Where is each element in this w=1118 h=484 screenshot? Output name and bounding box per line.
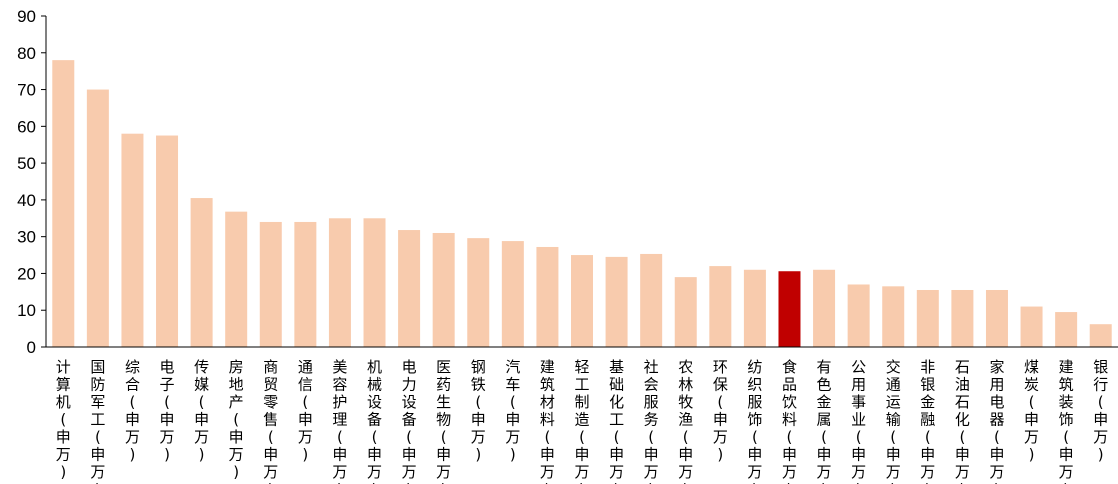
bar-11 bbox=[432, 232, 455, 347]
y-tick-label: 70 bbox=[17, 81, 36, 100]
bar-15 bbox=[571, 255, 593, 347]
bar-26 bbox=[951, 289, 974, 347]
category-label-22: 有色金属(申万) bbox=[817, 358, 832, 484]
bar-19 bbox=[709, 266, 732, 347]
bar-28 bbox=[1020, 306, 1043, 347]
category-label-3: 电子(申万) bbox=[160, 358, 175, 464]
y-tick-label: 20 bbox=[17, 264, 36, 283]
bar-20 bbox=[743, 269, 766, 347]
category-label-28: 煤炭(申万) bbox=[1024, 358, 1039, 464]
y-tick-label: 10 bbox=[17, 301, 36, 320]
bar-30 bbox=[1089, 324, 1112, 347]
category-label-1: 国防军工(申万) bbox=[90, 358, 105, 484]
bar-5 bbox=[225, 211, 248, 347]
y-tick-label: 50 bbox=[17, 154, 36, 173]
category-label-9: 机械设备(申万) bbox=[367, 358, 382, 484]
bar-6 bbox=[259, 221, 282, 347]
category-label-19: 环保(申万) bbox=[713, 358, 728, 464]
y-tick-label: 60 bbox=[17, 117, 36, 136]
bar-7 bbox=[294, 221, 317, 347]
y-tick-label: 40 bbox=[17, 191, 36, 210]
bar-12 bbox=[467, 238, 490, 347]
bar-29 bbox=[1055, 312, 1078, 347]
category-labels: 计算机(申万) 国防军工(申万) 综合(申万) 电子(申万) 传媒(申万) 房地产(申万)… bbox=[56, 358, 1108, 484]
category-label-18: 农林牧渔(申万) bbox=[678, 358, 693, 484]
bar-14 bbox=[536, 246, 559, 347]
category-label-14: 建筑材料(申万) bbox=[540, 358, 555, 484]
category-label-15: 轻工制造(申万) bbox=[574, 358, 589, 484]
category-label-17: 社会服务(申万) bbox=[644, 358, 659, 484]
y-tick-label: 80 bbox=[17, 44, 36, 63]
bars-group bbox=[52, 60, 1112, 348]
bar-18 bbox=[674, 277, 697, 347]
category-label-8: 美容护理(申万) bbox=[332, 358, 347, 484]
bar-17 bbox=[640, 253, 663, 347]
category-label-26: 石油石化(申万) bbox=[955, 358, 970, 484]
category-label-13: 汽车(申万) bbox=[505, 358, 520, 464]
bar-27 bbox=[985, 289, 1008, 347]
y-tick-label: 90 bbox=[17, 7, 36, 26]
bar-9 bbox=[363, 218, 386, 347]
bar-4 bbox=[190, 198, 213, 347]
category-label-25: 非银金融(申万) bbox=[920, 358, 935, 484]
y-tick-label: 30 bbox=[17, 228, 36, 247]
category-label-30: 银行(申万) bbox=[1093, 358, 1108, 464]
bar-10 bbox=[398, 230, 421, 347]
category-label-11: 医药生物(申万) bbox=[436, 358, 451, 484]
category-label-24: 交通运输(申万) bbox=[886, 358, 901, 484]
bar-1 bbox=[86, 89, 109, 348]
category-label-10: 电力设备(申万) bbox=[402, 358, 417, 484]
category-label-4: 传媒(申万) bbox=[194, 358, 209, 464]
category-label-20: 纺织服饰(申万) bbox=[747, 358, 762, 484]
category-label-2: 综合(申万) bbox=[125, 358, 140, 464]
bar-25 bbox=[916, 289, 939, 347]
category-label-21: 食品饮料(申万) bbox=[782, 358, 797, 484]
bar-0 bbox=[52, 60, 75, 348]
category-label-7: 通信(申万) bbox=[298, 358, 313, 464]
bar-13 bbox=[501, 241, 524, 347]
category-label-27: 家用电器(申万) bbox=[989, 358, 1004, 484]
bar-2 bbox=[121, 133, 144, 347]
category-label-6: 商贸零售(申万) bbox=[263, 358, 278, 484]
category-label-12: 钢铁(申万) bbox=[471, 358, 486, 464]
bar-8 bbox=[328, 218, 351, 347]
bar-16 bbox=[605, 256, 628, 347]
bar-24 bbox=[882, 286, 905, 347]
bar-22 bbox=[813, 269, 836, 347]
y-axis: 0 10 20 30 40 50 60 70 80 90 bbox=[17, 7, 47, 357]
category-label-5: 房地产(申万) bbox=[229, 358, 244, 481]
category-label-0: 计算机(申万) bbox=[56, 358, 71, 481]
category-label-29: 建筑装饰(申万) bbox=[1059, 358, 1074, 484]
category-label-16: 基础化工(申万) bbox=[609, 358, 624, 484]
bar-3 bbox=[156, 135, 179, 347]
y-tick-label: 0 bbox=[27, 338, 36, 357]
category-label-23: 公用事业(申万) bbox=[851, 358, 866, 484]
bar-23 bbox=[847, 284, 870, 347]
bar-21 bbox=[778, 271, 801, 347]
